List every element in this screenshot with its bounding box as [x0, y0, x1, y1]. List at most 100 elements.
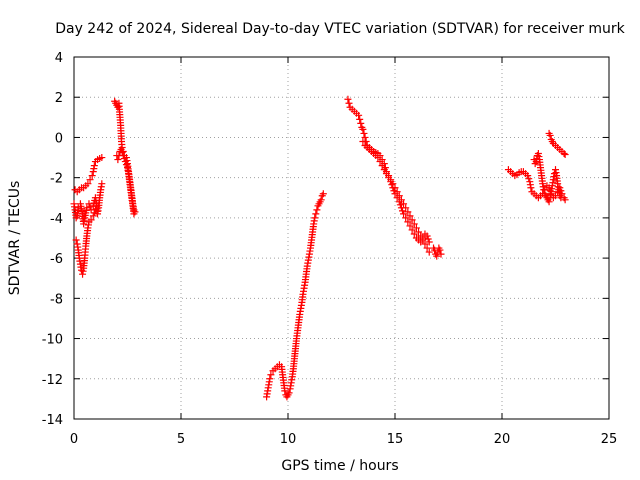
- data-point: [98, 154, 106, 162]
- data-point: [404, 218, 412, 226]
- plot-frame: [73, 56, 610, 420]
- data-point: [423, 244, 431, 252]
- data-point: [311, 214, 319, 222]
- data-point: [408, 216, 416, 224]
- data-point: [120, 155, 128, 163]
- data-point: [415, 228, 423, 236]
- data-point: [122, 161, 130, 169]
- y-axis-label: SDTVAR / TECUs: [7, 181, 23, 296]
- data-point: [114, 156, 122, 164]
- data-point: [266, 375, 274, 383]
- x-tick-label: 25: [601, 432, 618, 447]
- y-tick-label: -12: [42, 373, 63, 388]
- data-point: [317, 196, 325, 204]
- data-point: [87, 216, 95, 224]
- data-point: [90, 209, 98, 217]
- data-point: [385, 174, 393, 182]
- data-point: [395, 198, 403, 206]
- data-point: [417, 238, 425, 246]
- data-point: [557, 194, 565, 202]
- data-point: [117, 146, 125, 154]
- data-point: [545, 198, 553, 206]
- data-point: [119, 152, 127, 160]
- data-point: [86, 176, 94, 184]
- data-point: [130, 210, 138, 218]
- data-point: [402, 214, 410, 222]
- data-point: [406, 222, 414, 230]
- x-tick-label: 10: [280, 432, 297, 447]
- data-point: [412, 224, 420, 232]
- data-point: [387, 178, 395, 186]
- data-point: [118, 149, 126, 157]
- data-point: [344, 95, 352, 103]
- data-point: [393, 194, 401, 202]
- data-point: [425, 248, 433, 256]
- data-point: [546, 131, 554, 139]
- data-point: [400, 210, 408, 218]
- data-point: [389, 184, 397, 192]
- data-point: [357, 119, 365, 127]
- chart-title: Day 242 of 2024, Sidereal Day-to-day VTE…: [55, 21, 625, 37]
- data-point: [84, 180, 92, 188]
- data-point: [561, 151, 569, 159]
- grid: [74, 57, 609, 419]
- y-tick-label: 4: [55, 51, 63, 66]
- data-point: [397, 204, 405, 212]
- data-point: [419, 234, 427, 242]
- data-point: [391, 190, 399, 198]
- data-point: [356, 115, 364, 123]
- data-point: [524, 172, 532, 180]
- data-point: [355, 111, 363, 119]
- y-tick-label: -2: [50, 172, 63, 187]
- data-point: [380, 166, 388, 174]
- data-point: [374, 154, 382, 162]
- y-tick-label: -8: [50, 292, 63, 307]
- data-point: [390, 187, 398, 195]
- data-point: [421, 240, 429, 248]
- y-tick-label: -6: [50, 252, 63, 267]
- y-tick-label: -14: [42, 413, 63, 428]
- data-point: [406, 212, 414, 220]
- data-point: [90, 162, 98, 170]
- x-axis-label: GPS time / hours: [281, 458, 398, 474]
- data-point: [527, 184, 535, 192]
- data-point: [361, 133, 369, 141]
- data-point: [267, 371, 275, 379]
- data-point: [83, 204, 91, 212]
- data-point: [319, 190, 327, 198]
- data-point: [561, 196, 569, 204]
- data-point: [404, 208, 412, 216]
- data-point: [540, 186, 548, 194]
- data-point: [281, 387, 289, 395]
- data-point: [408, 226, 416, 234]
- data-point: [376, 158, 384, 166]
- x-tick-label: 20: [494, 432, 511, 447]
- data-point: [382, 170, 390, 178]
- data-point: [433, 252, 441, 260]
- data-point: [312, 210, 320, 218]
- data-point: [72, 236, 80, 244]
- y-tick-label: 2: [55, 91, 63, 106]
- data-point: [359, 125, 367, 133]
- data-point: [425, 238, 433, 246]
- data-point: [360, 129, 368, 137]
- data-point: [89, 212, 97, 220]
- data-point: [398, 207, 406, 215]
- data-point: [359, 137, 367, 145]
- data-point: [313, 206, 321, 214]
- y-tick-label: -4: [50, 212, 63, 227]
- x-tick-label: 0: [70, 432, 78, 447]
- data-point: [121, 158, 129, 166]
- data-point: [388, 181, 396, 189]
- data-point: [437, 250, 445, 258]
- data-point: [560, 150, 568, 158]
- data-point: [400, 200, 408, 208]
- data-point: [98, 180, 106, 188]
- data-point: [410, 230, 418, 238]
- x-tick-label: 15: [387, 432, 404, 447]
- data-point: [86, 203, 94, 211]
- x-tick-label: 5: [177, 432, 185, 447]
- y-tick-label: -10: [42, 333, 63, 348]
